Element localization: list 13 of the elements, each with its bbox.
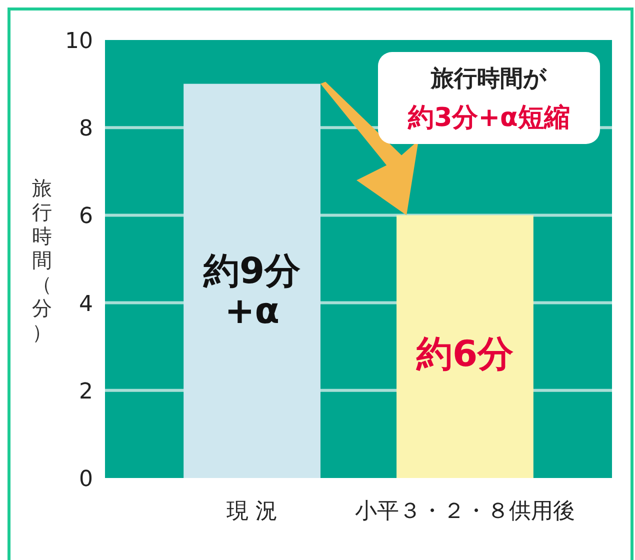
y-tick-label: 8 (79, 116, 93, 142)
y-tick-label: 6 (79, 204, 93, 230)
x-tick-label: 現 況 (226, 499, 278, 524)
x-tick-label: 小平３・２・８供用後 (354, 499, 575, 524)
y-tick-label: 2 (79, 379, 93, 404)
y-tick-label: 0 (79, 467, 93, 492)
y-tick-label: 4 (79, 292, 93, 317)
data-label: 約6分 (415, 334, 514, 375)
y-tick-label: 10 (65, 29, 93, 54)
data-label: 約9分+α (202, 250, 301, 332)
annotation: 約3分+α短縮 (407, 103, 570, 133)
annotation: 旅行時間が (430, 66, 547, 92)
y-axis-title: 旅行時間（分） (32, 176, 52, 344)
